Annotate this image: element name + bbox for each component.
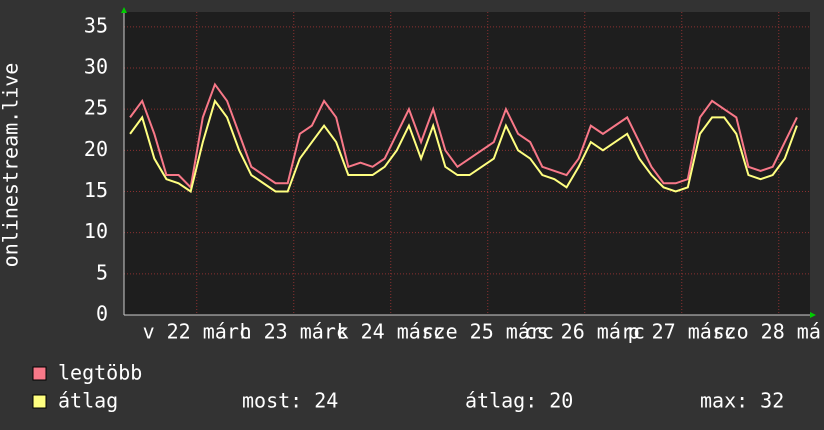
x-tick-label: p 27 márc — [628, 320, 736, 344]
legend-swatch — [32, 366, 47, 381]
x-tick-label: h 23 márc — [240, 320, 348, 344]
y-tick-label: 25 — [84, 96, 108, 120]
y-tick-label: 30 — [84, 54, 108, 78]
series-line — [129, 82, 798, 190]
axis-arrow — [810, 312, 816, 318]
y-axis-label: onlinestream.live — [0, 63, 23, 268]
y-tick-label: 10 — [84, 219, 108, 243]
x-tick-label: v 22 márc — [143, 320, 251, 344]
stat-label: most: — [242, 389, 302, 413]
x-tick-label: cs 26 márc — [525, 320, 645, 344]
y-tick-label: 5 — [96, 260, 108, 284]
stat-value: 32 — [760, 389, 784, 413]
marks — [129, 82, 798, 194]
y-tick-label: 20 — [84, 137, 108, 161]
axis-arrow — [121, 7, 127, 13]
legend-label: legtöbb — [58, 361, 142, 385]
legend-swatch — [32, 394, 47, 409]
plot-area — [124, 12, 810, 315]
stat-value: 24 — [314, 389, 338, 413]
x-tick-label: sze 25 márc — [422, 320, 554, 344]
x-tick-label: k 24 márc — [337, 320, 445, 344]
y-tick-label: 35 — [84, 13, 108, 37]
y-tick-label: 15 — [84, 178, 108, 202]
stat-label: max: — [700, 389, 748, 413]
y-tick-label: 0 — [96, 302, 108, 326]
legend-label: átlag — [58, 389, 118, 413]
series-line — [129, 98, 798, 194]
x-tick-label: szo 28 márc — [713, 320, 824, 344]
stat-value: 20 — [549, 389, 573, 413]
stat-label: átlag: — [465, 389, 537, 413]
